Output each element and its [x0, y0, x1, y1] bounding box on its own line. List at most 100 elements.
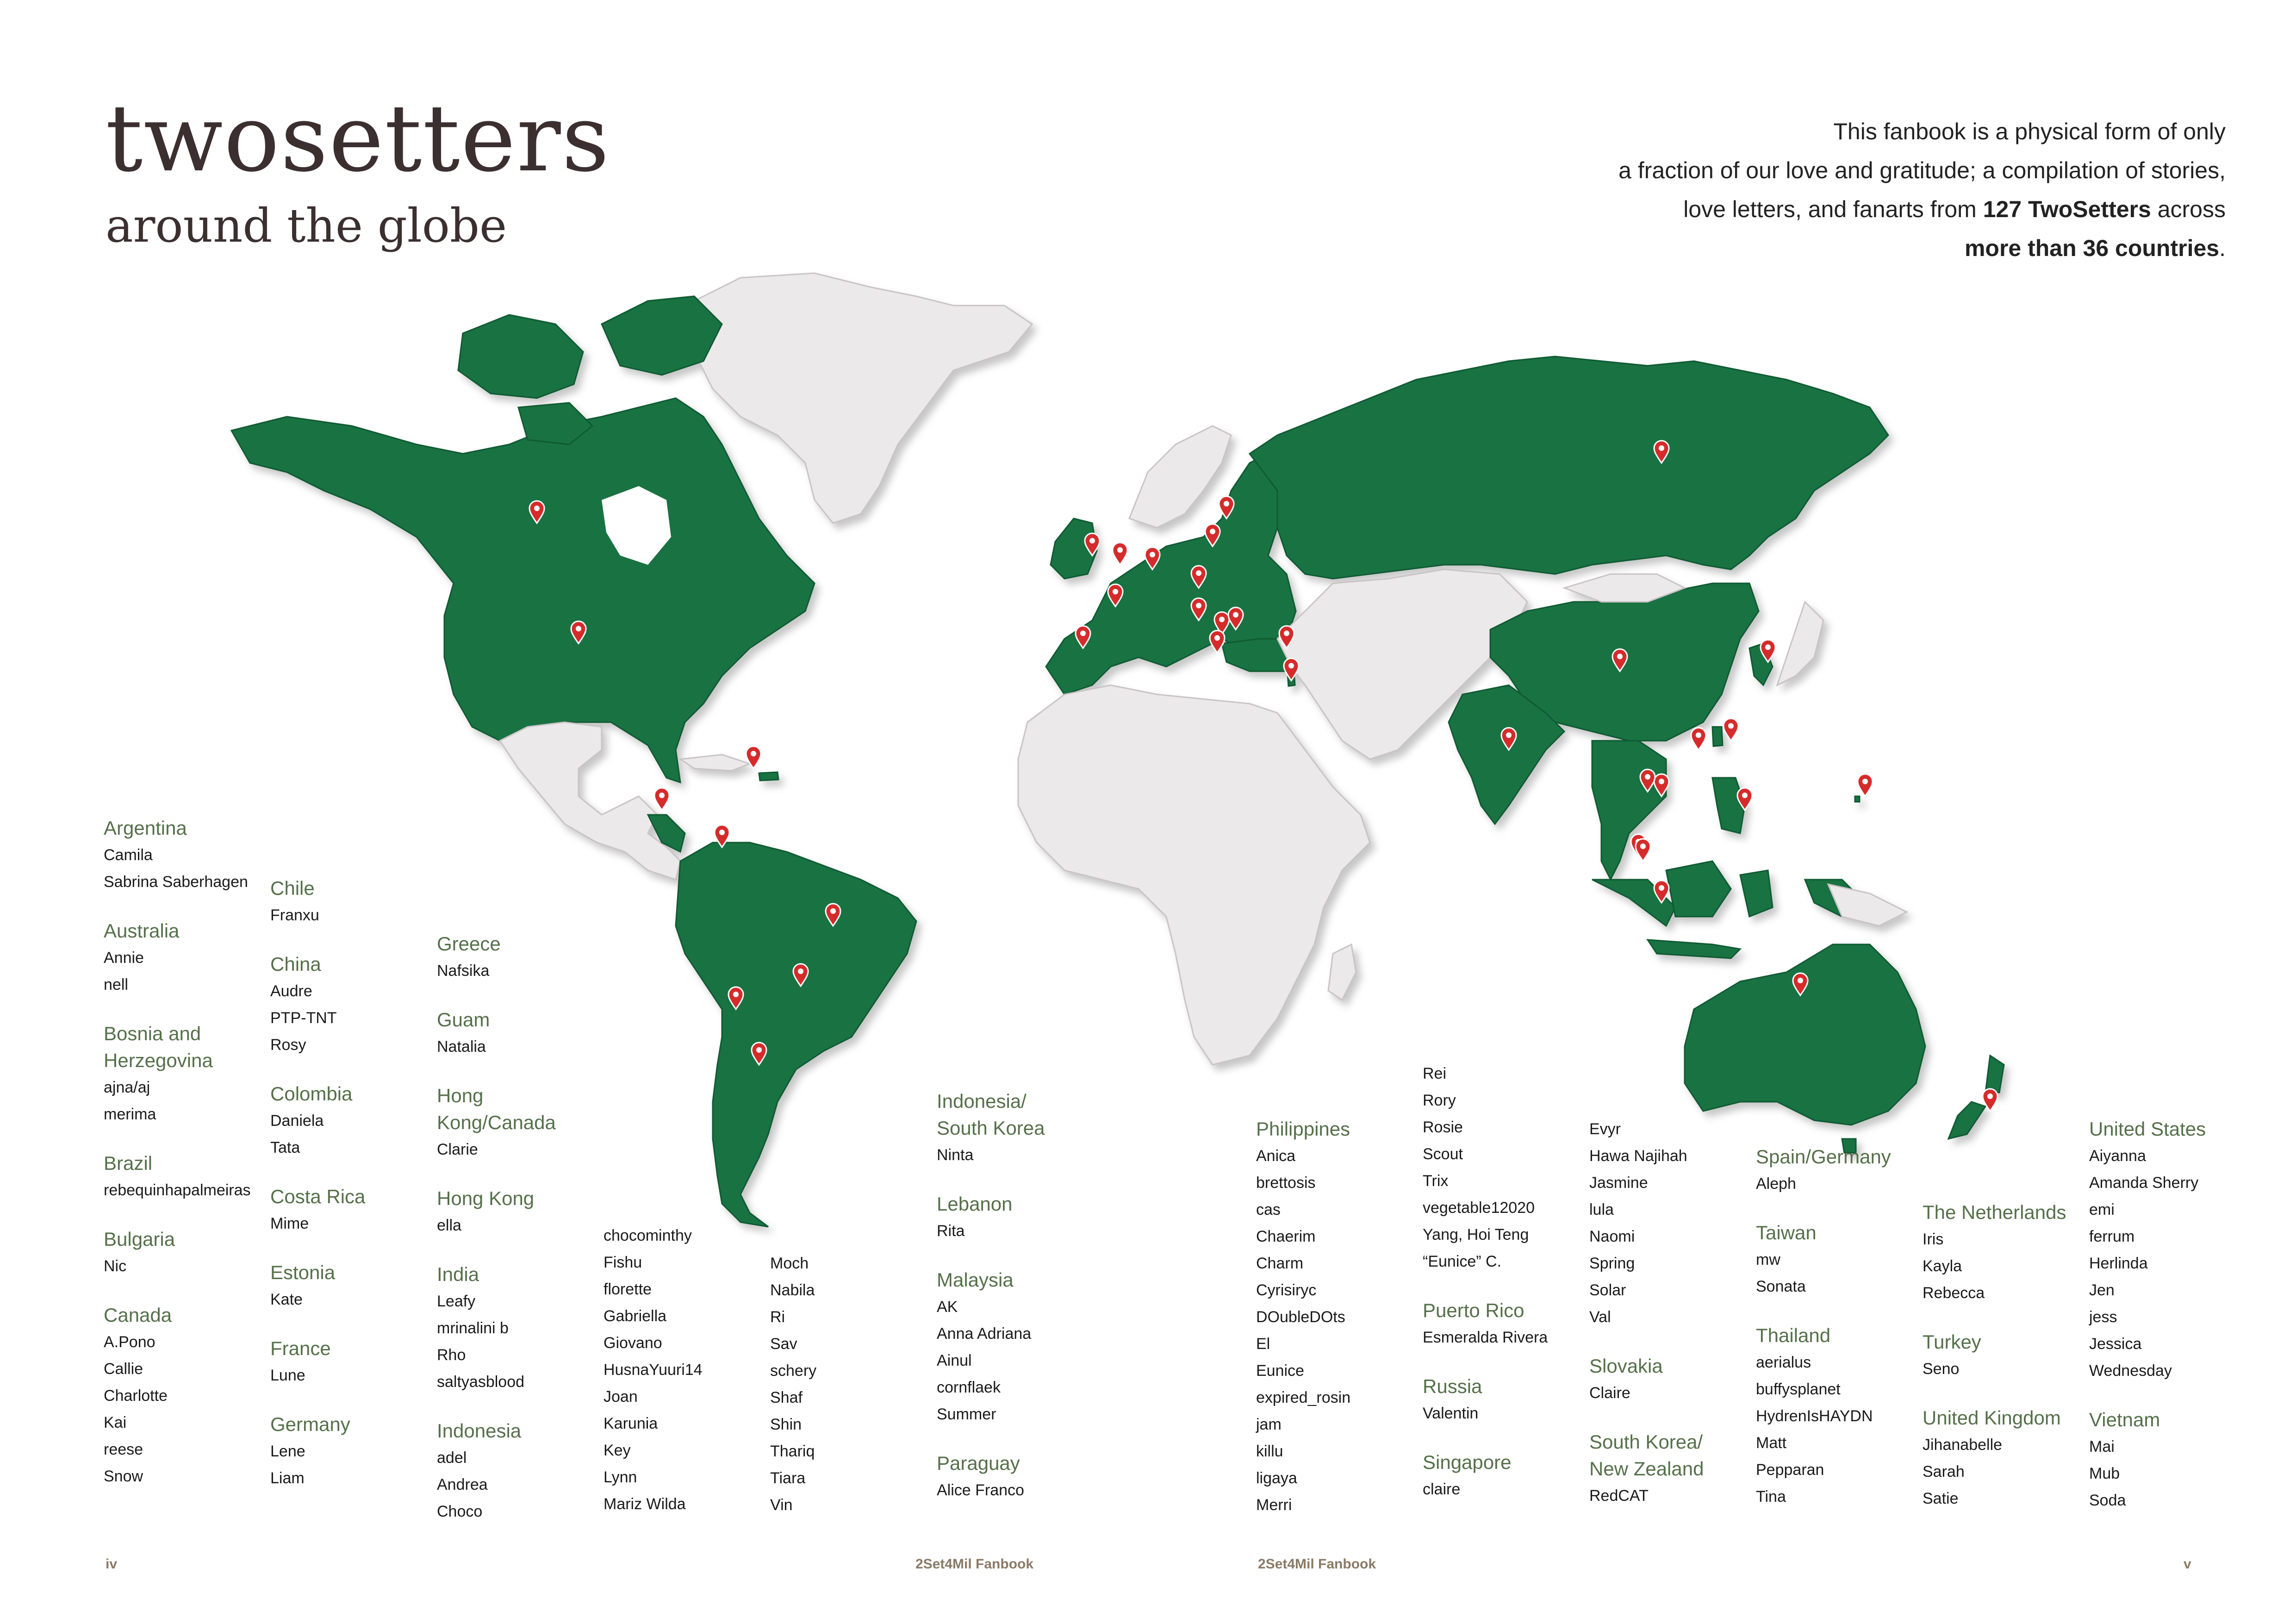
contributor-name: buffysplanet: [1756, 1380, 1841, 1398]
contributor-name: Anica: [1256, 1147, 1296, 1165]
map-pin-icon: [751, 1042, 767, 1066]
country-name: Vietnam: [2089, 1409, 2160, 1430]
map-pin-icon: [1213, 611, 1230, 636]
contributor-name: Ninta: [937, 1146, 974, 1164]
country-name: Turkey: [1923, 1331, 1981, 1353]
country-name: Hong Kong: [437, 1187, 535, 1209]
contributor-column: chocominthy Fishu florette Gabriella Giovano…: [604, 1222, 770, 1540]
intro-line: a fraction of our love and gratitude; a …: [1618, 157, 2226, 183]
contributor-name: Kai: [104, 1414, 127, 1431]
country-name: Bosnia and: [104, 1023, 201, 1044]
country-group: Moch Nabila Ri Sav schery Shaf Shin Thariq Tiara…: [770, 1250, 937, 1518]
contributor-column: Evyr Hawa Najihah Jasmine lula Naomi Spring So…: [1589, 1116, 1756, 1531]
contributor-column: Rei Rory Rosie Scout Trix vegetable12020 Yang,…: [1423, 1060, 1589, 1525]
contributor-name: Rho: [437, 1346, 466, 1364]
contributor-name: RedCAT: [1589, 1487, 1649, 1505]
contributor-name: expired_rosin: [1256, 1389, 1351, 1406]
contributor-name: A.Pono: [104, 1333, 156, 1351]
contributor-name: rebequinhapalmeiras: [104, 1181, 251, 1199]
map-pin-icon: [1857, 773, 1873, 798]
country-name: Estonia: [270, 1262, 336, 1283]
country-group: Vietnam Mai Mub Soda: [2089, 1406, 2256, 1514]
contributor-name: Herlinda: [2089, 1255, 2148, 1272]
country-group: Brazil rebequinhapalmeiras: [104, 1150, 270, 1204]
land-australia: [1684, 943, 1926, 1126]
contributor-name: Moch: [770, 1255, 809, 1272]
land-arctic-islands: [457, 314, 584, 399]
contributor-name: Key: [604, 1442, 631, 1459]
map-pin-icon: [1204, 523, 1221, 548]
country-name: Costa Rica: [270, 1186, 366, 1207]
country-name: China: [270, 953, 321, 975]
contributor-name: Choco: [437, 1503, 483, 1520]
land-tasmania: [1841, 1138, 1857, 1154]
country-group: chocominthy Fishu florette Gabriella Giovano…: [604, 1222, 770, 1518]
contributor-name: mw: [1756, 1251, 1780, 1268]
country-group: United States Aiyanna Amanda Sherry emi ferr…: [2089, 1116, 2256, 1384]
contributor-name: Wednesday: [2089, 1362, 2172, 1380]
country-name: Malaysia: [937, 1269, 1014, 1291]
contributor-name: Leafy: [437, 1293, 476, 1310]
contributor-column: United States Aiyanna Amanda Sherry emi ferr…: [2089, 1116, 2256, 1536]
contributor-column: Spain/Germany Aleph Taiwan mw Sonata Thailand…: [1756, 1143, 1923, 1532]
country-group: Thailand aerialus buffysplanet HydrenIsHAYD…: [1756, 1322, 1923, 1510]
country-group: Colombia Daniela Tata: [270, 1081, 437, 1161]
contributor-name: Thariq: [770, 1443, 815, 1460]
country-group: Indonesia adel Andrea Choco: [437, 1418, 604, 1525]
country-name: Greece: [437, 933, 501, 955]
country-group: United Kingdom Jihanabelle Sarah Satie: [1923, 1405, 2089, 1512]
country-group: China Audre PTP-TNT Rosy: [270, 951, 437, 1058]
continents: [230, 272, 2005, 1228]
country-name: Guam: [437, 1009, 490, 1031]
contributor-column: Greece Nafsika Guam Natalia Hong Kong/Canada…: [437, 931, 604, 1547]
contributor-name: Anna Adriana: [937, 1325, 1032, 1343]
hudson-bay: [602, 486, 671, 565]
contributor-name: Karunia: [604, 1415, 658, 1432]
contributor-column: Indonesia/South Korea Ninta Lebanon Rita Mal…: [937, 1088, 1103, 1526]
contributor-name: nell: [104, 976, 128, 993]
land-middle-east: [1276, 568, 1528, 760]
country-group: Guam Natalia: [437, 1006, 604, 1060]
contributor-name: PTP-TNT: [270, 1009, 337, 1027]
country-group: The Netherlands Iris Kayla Rebecca: [1923, 1199, 2089, 1306]
country-name: Spain/Germany: [1756, 1146, 1891, 1168]
contributor-name: claire: [1423, 1480, 1461, 1498]
map-pin-icon: [1635, 838, 1651, 862]
country-name: Herzegovina: [104, 1049, 213, 1071]
contributor-name: Lene: [270, 1443, 305, 1460]
contributor-name: Amanda Sherry: [2089, 1174, 2199, 1192]
contributor-name: Franxu: [270, 906, 319, 924]
contributor-count: 127 TwoSetters: [1983, 196, 2151, 222]
country-group: Russia Valentin: [1423, 1373, 1589, 1427]
land-new-guinea-east: [1827, 883, 1909, 927]
map-pin-icon: [728, 986, 744, 1011]
country-name: United Kingdom: [1923, 1407, 2061, 1429]
country-group: South Korea/New Zealand RedCAT: [1589, 1429, 1756, 1509]
country-group: Rei Rory Rosie Scout Trix vegetable12020 Yang,…: [1423, 1060, 1589, 1275]
footer-title-left: 2Set4Mil Fanbook: [915, 1556, 1034, 1572]
country-name: Bulgaria: [104, 1228, 175, 1250]
contributor-name: AK: [937, 1298, 958, 1316]
contributor-name: Callie: [104, 1360, 143, 1378]
country-group: Lebanon Rita: [937, 1191, 1103, 1244]
contributor-name: Satie: [1923, 1490, 1959, 1507]
country-name: United States: [2089, 1118, 2206, 1140]
contributor-name: cornflaek: [937, 1379, 1001, 1396]
contributor-name: Spring: [1589, 1255, 1635, 1272]
contributor-name: Rei: [1423, 1065, 1447, 1082]
contributor-column: Chile Franxu China Audre PTP-TNT Rosy Colombia…: [270, 875, 437, 1514]
map-pin-icon: [1653, 880, 1670, 904]
map-pin-icon: [792, 963, 809, 987]
country-group: Hong Kong/Canada Clarie: [437, 1082, 604, 1163]
contributor-name: Mariz Wilda: [604, 1495, 686, 1513]
country-name: Australia: [104, 920, 180, 942]
country-name: South Korea: [937, 1117, 1045, 1139]
map-pin-icon: [653, 787, 670, 812]
land-russia: [1248, 356, 1889, 580]
land-madagascar: [1327, 943, 1357, 1001]
map-pin-icon: [825, 903, 841, 927]
country-group: Slovakia Claire: [1589, 1353, 1756, 1406]
contributor-name: jess: [2089, 1308, 2117, 1326]
contributor-name: Lune: [270, 1367, 305, 1384]
country-name: Germany: [270, 1413, 350, 1435]
